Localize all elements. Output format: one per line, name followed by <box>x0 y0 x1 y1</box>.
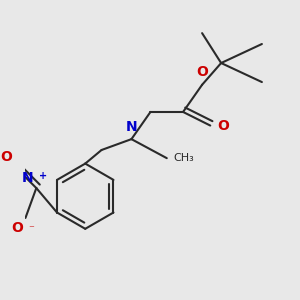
Text: +: + <box>39 171 47 181</box>
Text: CH₃: CH₃ <box>174 153 194 163</box>
Text: O: O <box>11 221 23 235</box>
Text: N: N <box>126 120 137 134</box>
Text: N: N <box>22 171 34 185</box>
Text: O: O <box>0 150 12 164</box>
Text: ⁻: ⁻ <box>28 225 34 235</box>
Text: O: O <box>196 65 208 79</box>
Text: O: O <box>217 118 229 133</box>
